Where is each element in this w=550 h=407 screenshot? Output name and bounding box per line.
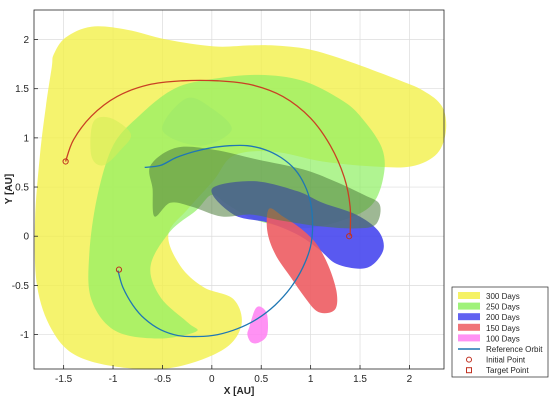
region-overlap-0	[149, 146, 381, 229]
y-tick-label: 0.5	[15, 183, 29, 194]
series-line-transfer-arc	[64, 79, 352, 237]
legend-label-250-days: 250 Days	[486, 303, 520, 312]
legend-swatch-100-days	[458, 334, 480, 342]
y-tick-label: 1	[23, 133, 29, 144]
x-axis-label: X [AU]	[224, 386, 255, 397]
legend-label-reference-orbit: Reference Orbit	[486, 345, 543, 354]
y-tick-label: 2	[23, 35, 29, 46]
y-tick-label: 0	[23, 232, 29, 243]
legend-swatch-250-days	[458, 302, 480, 310]
legend-swatch-target-point	[466, 367, 472, 374]
marker-points	[62, 158, 353, 273]
y-tick-label: -1	[20, 330, 29, 341]
legend-label-initial-point: Initial Point	[486, 356, 526, 365]
axis-ticks: -1.5 -1 -0.5 0 0.5 1 1.5 2 2 1.5 1 0.5 0 -0.5 -1	[12, 35, 413, 385]
x-tick-label: 1.5	[353, 374, 367, 385]
region-150-days	[266, 208, 338, 314]
legend-swatch-200-days	[458, 313, 480, 321]
x-tick-label: -0.5	[154, 374, 172, 385]
trajectory-lines	[64, 79, 352, 338]
legend-swatch-150-days	[458, 323, 480, 331]
reachable-regions	[34, 26, 447, 370]
x-tick-label: 0	[209, 374, 215, 385]
legend-swatch-300-days	[458, 292, 480, 299]
x-tick-label: 2	[407, 374, 413, 385]
series-line-reference-orbit	[117, 144, 314, 338]
plot-frame	[33, 9, 445, 370]
x-tick-label: 1	[308, 374, 314, 385]
x-tick-label: 0.5	[254, 374, 268, 385]
initial-point-marker	[115, 266, 123, 273]
legend-label-300-days: 300 Days	[486, 292, 520, 301]
x-tick-label: -1	[109, 374, 118, 385]
initial-point-marker	[62, 158, 69, 165]
legend-label-150-days: 150 Days	[486, 324, 520, 333]
initial-point-marker	[346, 233, 353, 240]
y-tick-label: 1.5	[15, 84, 29, 95]
legend-label-200-days: 200 Days	[486, 313, 520, 322]
legend-swatch-initial-point	[466, 356, 472, 363]
x-tick-label: -1.5	[55, 374, 73, 385]
y-tick-label: -0.5	[12, 281, 30, 292]
y-axis-label: Y [AU]	[4, 174, 15, 204]
legend-label-100-days: 100 Days	[486, 334, 520, 343]
region-overlap-2	[162, 97, 232, 146]
legend-label-target-point: Target Point	[486, 366, 529, 375]
region-overlap-1	[90, 116, 132, 166]
